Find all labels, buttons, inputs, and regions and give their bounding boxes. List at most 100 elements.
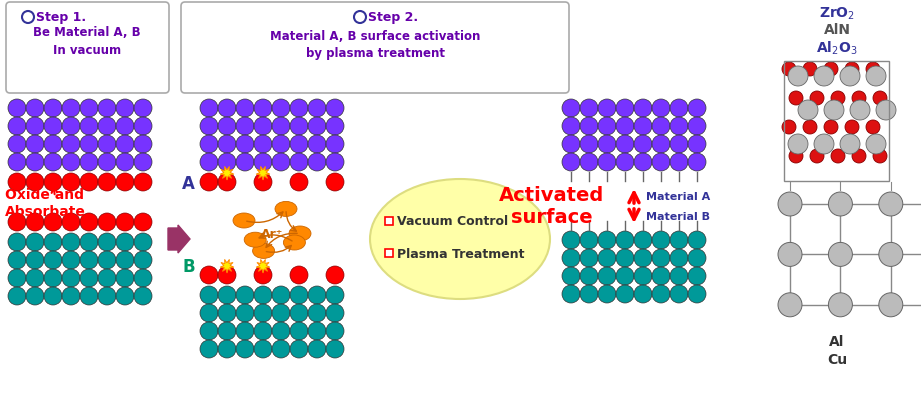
Circle shape xyxy=(810,92,824,106)
Circle shape xyxy=(778,192,802,217)
Circle shape xyxy=(326,136,344,154)
Circle shape xyxy=(218,286,236,304)
Circle shape xyxy=(688,249,706,267)
Text: A: A xyxy=(182,174,195,192)
FancyBboxPatch shape xyxy=(6,3,169,94)
Circle shape xyxy=(272,100,290,118)
Text: Step 2.: Step 2. xyxy=(368,12,418,24)
Circle shape xyxy=(866,135,886,155)
Circle shape xyxy=(688,231,706,249)
Circle shape xyxy=(688,285,706,303)
Circle shape xyxy=(788,135,808,155)
Circle shape xyxy=(236,286,254,304)
Circle shape xyxy=(218,118,236,136)
Circle shape xyxy=(670,100,688,118)
Circle shape xyxy=(272,118,290,136)
Circle shape xyxy=(98,100,116,118)
Circle shape xyxy=(814,67,834,87)
Circle shape xyxy=(200,136,218,154)
Circle shape xyxy=(652,118,670,136)
Circle shape xyxy=(852,150,866,164)
Circle shape xyxy=(8,136,26,154)
Circle shape xyxy=(80,154,98,172)
Circle shape xyxy=(62,174,80,192)
Circle shape xyxy=(789,92,803,106)
Circle shape xyxy=(200,118,218,136)
Circle shape xyxy=(80,287,98,305)
Circle shape xyxy=(44,174,62,192)
Circle shape xyxy=(866,121,880,135)
Text: Plasma Treatment: Plasma Treatment xyxy=(397,247,524,260)
Circle shape xyxy=(116,136,134,154)
Circle shape xyxy=(326,266,344,284)
Circle shape xyxy=(272,322,290,340)
Circle shape xyxy=(200,266,218,284)
FancyBboxPatch shape xyxy=(181,3,569,94)
Circle shape xyxy=(290,174,308,192)
Circle shape xyxy=(634,267,652,285)
Circle shape xyxy=(26,136,44,154)
Circle shape xyxy=(134,100,152,118)
Circle shape xyxy=(326,100,344,118)
Circle shape xyxy=(326,118,344,136)
Circle shape xyxy=(116,287,134,305)
Circle shape xyxy=(580,154,598,172)
Circle shape xyxy=(44,287,62,305)
Circle shape xyxy=(634,136,652,154)
Circle shape xyxy=(134,136,152,154)
Circle shape xyxy=(831,92,845,106)
Bar xyxy=(385,249,393,257)
Circle shape xyxy=(44,100,62,118)
Circle shape xyxy=(290,286,308,304)
Circle shape xyxy=(652,267,670,285)
Circle shape xyxy=(616,249,634,267)
Circle shape xyxy=(562,249,580,267)
Polygon shape xyxy=(220,260,234,273)
Ellipse shape xyxy=(289,227,311,241)
Circle shape xyxy=(26,213,44,231)
Circle shape xyxy=(218,304,236,322)
Circle shape xyxy=(873,150,887,164)
Circle shape xyxy=(8,269,26,287)
Circle shape xyxy=(616,136,634,154)
Circle shape xyxy=(26,100,44,118)
Text: Al$_2$O$_3$: Al$_2$O$_3$ xyxy=(816,39,857,57)
Circle shape xyxy=(98,174,116,192)
Circle shape xyxy=(116,251,134,269)
Circle shape xyxy=(810,150,824,164)
Circle shape xyxy=(634,249,652,267)
Circle shape xyxy=(26,118,44,136)
Circle shape xyxy=(62,118,80,136)
Circle shape xyxy=(814,135,834,155)
Circle shape xyxy=(580,249,598,267)
Circle shape xyxy=(580,267,598,285)
Circle shape xyxy=(254,266,272,284)
Circle shape xyxy=(616,285,634,303)
Circle shape xyxy=(134,213,152,231)
Circle shape xyxy=(290,100,308,118)
Circle shape xyxy=(254,286,272,304)
Circle shape xyxy=(866,67,886,87)
Circle shape xyxy=(8,251,26,269)
Circle shape xyxy=(616,154,634,172)
Circle shape xyxy=(200,286,218,304)
Circle shape xyxy=(200,154,218,172)
Ellipse shape xyxy=(370,180,550,299)
Circle shape xyxy=(62,100,80,118)
Circle shape xyxy=(782,63,796,77)
Circle shape xyxy=(828,192,853,217)
Circle shape xyxy=(840,67,860,87)
Circle shape xyxy=(670,249,688,267)
Circle shape xyxy=(598,136,616,154)
Text: Material A: Material A xyxy=(646,192,710,201)
Circle shape xyxy=(778,243,802,267)
Circle shape xyxy=(652,285,670,303)
Circle shape xyxy=(236,340,254,358)
Circle shape xyxy=(116,174,134,192)
Circle shape xyxy=(580,118,598,136)
Circle shape xyxy=(44,233,62,251)
Circle shape xyxy=(290,266,308,284)
Circle shape xyxy=(98,213,116,231)
Circle shape xyxy=(326,340,344,358)
Circle shape xyxy=(200,322,218,340)
